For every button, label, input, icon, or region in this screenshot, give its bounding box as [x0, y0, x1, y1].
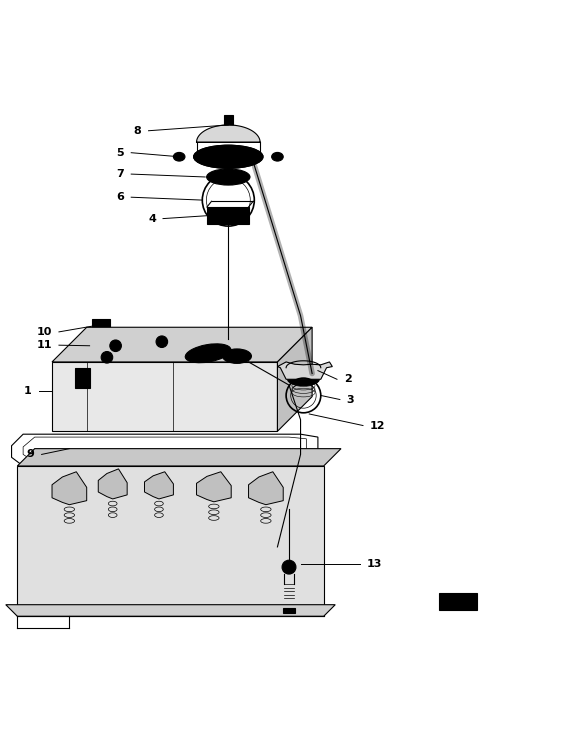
Polygon shape [144, 472, 173, 499]
Circle shape [229, 176, 233, 180]
Ellipse shape [173, 152, 185, 161]
Bar [207, 207, 249, 224]
Polygon shape [249, 472, 283, 505]
Text: 13: 13 [367, 560, 383, 569]
Ellipse shape [207, 169, 250, 185]
Bar [439, 593, 477, 610]
Bar [224, 114, 233, 125]
Circle shape [101, 352, 113, 363]
Bar [75, 368, 90, 388]
Circle shape [221, 176, 224, 180]
Text: 12: 12 [370, 421, 386, 430]
Polygon shape [197, 125, 260, 142]
Text: 5: 5 [117, 148, 124, 158]
Polygon shape [52, 327, 312, 362]
Ellipse shape [272, 152, 283, 161]
Ellipse shape [186, 344, 231, 363]
Ellipse shape [223, 349, 251, 363]
Polygon shape [277, 327, 312, 431]
Text: 2: 2 [344, 374, 351, 384]
Text: 10: 10 [36, 327, 52, 337]
Polygon shape [197, 472, 231, 502]
Circle shape [212, 173, 216, 176]
Text: 11: 11 [36, 340, 52, 350]
Ellipse shape [226, 351, 248, 362]
Text: 6: 6 [116, 192, 124, 202]
Polygon shape [277, 362, 332, 379]
Ellipse shape [287, 373, 319, 385]
Circle shape [110, 340, 121, 352]
Bar [283, 607, 295, 613]
Bar [92, 319, 110, 332]
Text: 9: 9 [27, 450, 35, 459]
Text: FWD: FWD [442, 598, 462, 607]
Circle shape [212, 176, 216, 180]
Circle shape [221, 173, 224, 176]
Text: 3: 3 [347, 394, 354, 405]
Text: 4: 4 [148, 214, 156, 223]
Circle shape [229, 173, 233, 176]
Polygon shape [6, 605, 335, 616]
Ellipse shape [194, 145, 263, 168]
Circle shape [282, 560, 296, 574]
Polygon shape [52, 472, 87, 505]
Polygon shape [52, 362, 277, 431]
Polygon shape [98, 469, 127, 499]
Ellipse shape [211, 171, 246, 183]
Circle shape [156, 336, 168, 347]
Polygon shape [17, 466, 324, 616]
Polygon shape [17, 449, 341, 466]
Bar [221, 125, 235, 140]
Ellipse shape [190, 346, 227, 360]
Text: 7: 7 [117, 169, 124, 179]
Text: 1: 1 [24, 386, 32, 396]
Text: 8: 8 [134, 125, 142, 136]
